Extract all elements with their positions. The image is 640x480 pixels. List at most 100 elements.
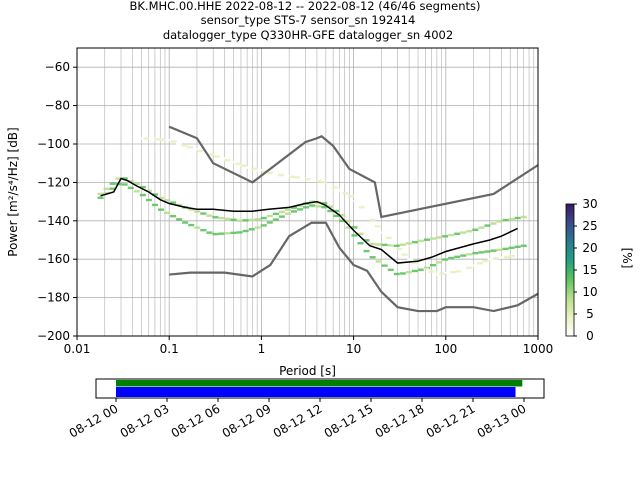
density-cell	[339, 219, 346, 223]
density-cell	[213, 155, 220, 158]
density-cell	[478, 251, 485, 254]
density-cell	[224, 232, 231, 235]
timeline-tick-label: 08-12 06	[169, 401, 223, 440]
density-cell	[272, 173, 279, 176]
density-cell	[399, 272, 406, 275]
density-cell	[364, 212, 371, 215]
density-cell	[303, 206, 310, 209]
density-cell	[109, 182, 116, 185]
density-cell	[436, 236, 443, 239]
density-cell	[157, 208, 164, 211]
density-cell	[260, 216, 267, 220]
density-cell	[176, 142, 183, 145]
density-cell	[375, 260, 382, 263]
density-cell	[369, 256, 376, 259]
density-cell	[251, 167, 258, 171]
density-cell	[192, 147, 199, 151]
plot-background	[77, 48, 538, 336]
density-cell	[345, 226, 352, 229]
density-cell	[164, 199, 171, 202]
psd-coverage-bar	[116, 387, 516, 397]
density-cell	[242, 229, 249, 233]
density-cell	[508, 246, 515, 250]
density-cell	[460, 254, 467, 257]
density-cell	[149, 137, 156, 141]
density-cell	[460, 268, 467, 272]
density-cell	[327, 205, 334, 208]
density-cell	[502, 247, 509, 251]
density-cell	[374, 225, 381, 228]
title-line-3: datalogger_type Q330HR-GFE datalogger_sn…	[163, 28, 453, 42]
density-cell	[219, 157, 226, 160]
density-cell	[433, 273, 440, 276]
density-cell	[455, 270, 462, 273]
y-tick-label: −100	[37, 137, 70, 151]
density-cell	[299, 176, 306, 180]
density-cell	[496, 248, 503, 252]
density-cell	[411, 269, 418, 273]
density-cell	[266, 221, 273, 224]
y-axis-label: Power [m²/s⁴/Hz] [dB]	[6, 127, 20, 256]
data-coverage-bar	[116, 380, 523, 387]
density-cell	[197, 149, 204, 153]
x-tick-label: 100	[434, 342, 457, 356]
density-cell	[143, 137, 150, 140]
density-cell	[278, 174, 285, 177]
density-cell	[206, 214, 213, 217]
density-cell	[151, 203, 158, 207]
density-cell	[290, 210, 297, 213]
density-cell	[490, 249, 497, 252]
x-tick-label: 10	[346, 342, 361, 356]
x-tick-label: 0.1	[160, 342, 179, 356]
density-cell	[448, 256, 455, 260]
density-cell	[181, 144, 188, 147]
density-cell	[284, 212, 291, 215]
y-tick-label: −140	[37, 214, 70, 228]
y-tick-label: −80	[45, 99, 70, 113]
density-cell	[310, 178, 317, 182]
density-cell	[97, 196, 104, 199]
density-cell	[430, 263, 437, 267]
y-tick-label: −160	[37, 252, 70, 266]
density-cell	[103, 187, 110, 191]
density-cell	[442, 258, 449, 261]
density-cell	[423, 238, 430, 241]
timeline-tick-label: 08-12 03	[118, 401, 172, 440]
density-cell	[331, 186, 338, 189]
density-cell	[240, 164, 247, 168]
density-cell	[154, 138, 161, 141]
density-cell	[357, 242, 364, 245]
density-cell	[430, 237, 437, 240]
x-tick-label: 0.01	[64, 342, 91, 356]
density-cell	[139, 185, 146, 189]
density-cell	[200, 212, 207, 215]
density-cell	[224, 159, 231, 162]
plot-frame	[76, 47, 539, 337]
density-cell	[442, 235, 449, 238]
density-cell	[159, 138, 166, 141]
density-cell	[305, 177, 312, 181]
density-cell	[188, 223, 195, 227]
density-cell	[229, 160, 236, 164]
density-cell	[254, 218, 261, 221]
density-cell	[283, 174, 290, 178]
density-cell	[212, 232, 219, 236]
density-cell	[333, 214, 340, 218]
density-cell	[508, 217, 515, 221]
density-cell	[218, 216, 225, 220]
density-cell	[267, 171, 274, 175]
density-cell	[272, 212, 279, 216]
colorbar-label: [%]	[620, 248, 634, 269]
density-cell	[230, 218, 237, 221]
density-cell	[121, 183, 128, 186]
density-cell	[363, 239, 370, 242]
timeline-tick-label: 08-13 00	[475, 401, 529, 440]
timeline-tick-label: 08-12 12	[271, 401, 325, 440]
y-tick-label: −180	[37, 291, 70, 305]
colorbar-tick-label: 20	[582, 241, 597, 255]
density-cell	[212, 216, 219, 219]
density-cell	[284, 208, 291, 211]
density-cell	[315, 179, 322, 183]
density-cell	[115, 177, 122, 180]
density-cell	[186, 146, 193, 149]
